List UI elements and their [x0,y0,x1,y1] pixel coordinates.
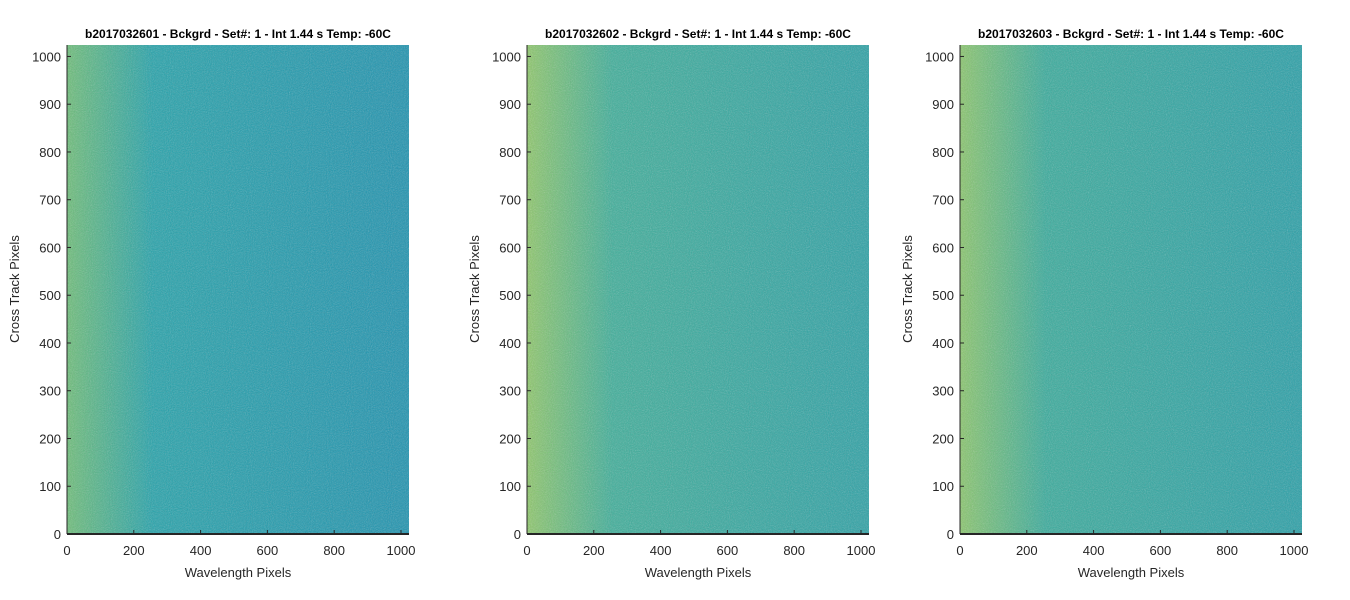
y-tick-label: 700 [932,193,954,208]
y-tick-label: 500 [39,288,61,303]
subplot-2-ylabel: Cross Track Pixels [467,235,482,343]
x-tick-label: 600 [257,543,279,558]
y-tick-label: 600 [39,240,61,255]
y-tick-label: 500 [499,288,521,303]
x-tick-label: 200 [1016,543,1038,558]
y-tick-label: 600 [499,240,521,255]
y-tick-label: 1000 [492,49,521,64]
y-tick-label: 200 [499,431,521,446]
y-tick-label: 0 [947,527,954,542]
y-tick-label: 400 [499,336,521,351]
x-tick-label: 0 [956,543,963,558]
y-tick-label: 800 [932,145,954,160]
y-tick-label: 600 [932,240,954,255]
y-tick-label: 900 [499,97,521,112]
subplot-3-ylabel: Cross Track Pixels [900,235,915,343]
y-tick-label: 800 [39,145,61,160]
x-tick-label: 200 [583,543,605,558]
x-tick-label: 800 [1216,543,1238,558]
y-tick-label: 900 [932,97,954,112]
y-tick-label: 500 [932,288,954,303]
x-tick-label: 400 [1083,543,1105,558]
y-tick-label: 100 [39,479,61,494]
y-tick-label: 300 [932,384,954,399]
y-tick-label: 800 [499,145,521,160]
x-tick-label: 600 [717,543,739,558]
subplot-2-xlabel: Wavelength Pixels [645,565,752,580]
subplot-3: 0 200 400 600 800 1000 0 100 200 300 400 500 600 700 8… [900,27,1308,580]
subplot-1-title: b2017032601 - Bckgrd - Set#: 1 - Int 1.4… [85,27,391,41]
x-tick-label: 800 [323,543,345,558]
heatmap-speckle [527,45,869,534]
x-tick-label: 0 [63,543,70,558]
subplot-1: 0 200 400 600 800 1000 0 100 200 300 400 500 600 700 8… [7,27,415,580]
y-tick-label: 0 [514,527,521,542]
subplot-3-xlabel: Wavelength Pixels [1078,565,1185,580]
y-tick-label: 200 [39,431,61,446]
subplot-1-ylabel: Cross Track Pixels [7,235,22,343]
y-tick-label: 700 [39,193,61,208]
x-tick-label: 600 [1150,543,1172,558]
y-tick-label: 1000 [32,49,61,64]
subplot-3-title: b2017032603 - Bckgrd - Set#: 1 - Int 1.4… [978,27,1284,41]
x-tick-label: 1000 [387,543,416,558]
x-tick-label: 800 [783,543,805,558]
subplot-2-title: b2017032602 - Bckgrd - Set#: 1 - Int 1.4… [545,27,851,41]
y-tick-label: 0 [54,527,61,542]
y-tick-label: 1000 [925,49,954,64]
y-tick-label: 300 [499,384,521,399]
subplot-1-xlabel: Wavelength Pixels [185,565,292,580]
y-tick-label: 100 [499,479,521,494]
y-tick-label: 400 [39,336,61,351]
heatmap-speckle [67,45,409,534]
subplot-2: 0 200 400 600 800 1000 0 100 200 300 400 500 600 700 8… [467,27,875,580]
y-tick-label: 400 [932,336,954,351]
x-tick-label: 1000 [847,543,876,558]
y-tick-label: 700 [499,193,521,208]
y-tick-label: 300 [39,384,61,399]
heatmap-speckle [960,45,1302,534]
x-tick-label: 400 [650,543,672,558]
y-tick-label: 900 [39,97,61,112]
y-tick-label: 200 [932,431,954,446]
x-tick-label: 200 [123,543,145,558]
y-tick-label: 100 [932,479,954,494]
x-tick-label: 1000 [1280,543,1309,558]
x-tick-label: 0 [523,543,530,558]
x-tick-label: 400 [190,543,212,558]
